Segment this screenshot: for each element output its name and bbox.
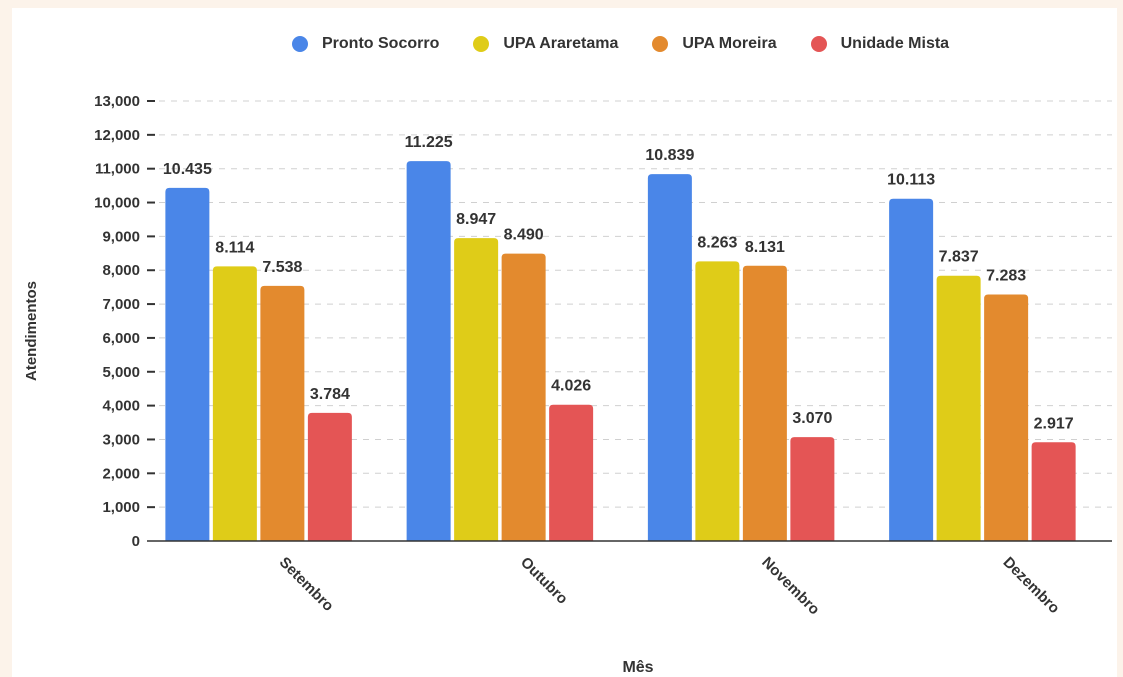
bar[interactable] — [742, 265, 787, 541]
data-label: 8.131 — [745, 239, 785, 256]
y-tick-label: 13,000 — [94, 93, 140, 110]
data-label: 3.070 — [792, 410, 832, 427]
legend-swatch-unidade-mista — [810, 36, 827, 52]
legend-swatch-pronto-socorro — [292, 36, 308, 52]
bar[interactable] — [549, 404, 594, 541]
bar[interactable] — [647, 174, 692, 541]
y-tick-label: 9,000 — [102, 228, 140, 245]
y-tick-label: 11,000 — [95, 161, 140, 178]
bar-chart: 0 1,000 2,000 3,000 4,000 5,000 6,000 7,000 8,00… — [23, 93, 1112, 676]
data-label: 4.026 — [551, 378, 591, 395]
x-axis-ticks: Setembro Outubro Novembro Dezembro — [276, 554, 1063, 618]
bar[interactable] — [1031, 442, 1076, 541]
data-label: 8.263 — [697, 234, 737, 251]
bar[interactable] — [454, 238, 499, 541]
data-label: 7.538 — [262, 259, 302, 276]
bar[interactable] — [695, 261, 740, 541]
data-label: 8.947 — [456, 211, 496, 228]
y-tick-label: 1,000 — [102, 499, 140, 516]
y-axis-title: Atendimentos — [23, 281, 40, 381]
y-tick-label: 7,000 — [102, 296, 140, 313]
legend-item-upa-moreira[interactable]: UPA Moreira — [652, 35, 777, 53]
x-axis-title: Mês — [622, 659, 653, 676]
bar[interactable] — [936, 275, 981, 541]
data-label: 10.435 — [163, 161, 212, 178]
x-tick-label: Outubro — [517, 554, 571, 608]
legend-swatch-upa-moreira — [652, 36, 669, 52]
bar[interactable] — [984, 294, 1029, 541]
legend-label: Pronto Socorro — [322, 35, 440, 52]
legend-label: UPA Araretama — [503, 35, 619, 52]
y-tick-label: 6,000 — [102, 330, 140, 347]
data-label: 7.283 — [986, 267, 1026, 284]
x-tick-label: Novembro — [758, 554, 822, 618]
bar[interactable] — [165, 187, 210, 542]
data-label: 11.225 — [405, 134, 453, 151]
chart-legend: Pronto Socorro UPA Araretama UPA Moreira… — [292, 32, 949, 56]
y-tick-label: 5,000 — [102, 364, 140, 381]
y-tick-label: 0 — [132, 533, 140, 550]
y-tick-label: 10,000 — [94, 195, 140, 212]
y-tick-label: 4,000 — [102, 398, 140, 415]
bar[interactable] — [260, 285, 305, 541]
bar[interactable] — [889, 198, 934, 541]
data-labels: 10.435 8.114 7.538 3.784 11.225 8.947 8.490 4.0… — [163, 134, 1074, 432]
data-label: 10.839 — [645, 147, 694, 164]
legend-swatch-upa-araretama — [473, 36, 490, 52]
data-label: 7.837 — [939, 249, 979, 266]
x-tick-label: Dezembro — [1000, 554, 1063, 617]
y-tick-label: 12,000 — [94, 127, 140, 144]
x-tick-label: Setembro — [276, 554, 337, 615]
bar[interactable] — [406, 161, 451, 542]
y-axis-ticks: 0 1,000 2,000 3,000 4,000 5,000 6,000 7,000 8,00… — [94, 93, 155, 550]
y-tick-label: 3,000 — [102, 431, 140, 448]
data-label: 8.114 — [215, 239, 254, 256]
bar[interactable] — [790, 437, 835, 541]
legend-label: UPA Moreira — [682, 35, 777, 52]
bar[interactable] — [307, 412, 352, 541]
legend-item-upa-araretama[interactable]: UPA Araretama — [473, 35, 618, 53]
legend-item-pronto-socorro[interactable]: Pronto Socorro — [292, 35, 439, 53]
y-tick-label: 8,000 — [102, 262, 140, 279]
data-label: 8.490 — [504, 227, 544, 244]
data-label: 2.917 — [1034, 415, 1074, 432]
bar[interactable] — [501, 253, 546, 541]
chart-card: Pronto Socorro UPA Araretama UPA Moreira… — [12, 8, 1117, 677]
legend-item-unidade-mista[interactable]: Unidade Mista — [810, 35, 950, 53]
bar[interactable] — [212, 266, 257, 541]
bars — [165, 161, 1076, 542]
legend-label: Unidade Mista — [840, 35, 950, 52]
data-label: 3.784 — [310, 386, 350, 403]
y-tick-label: 2,000 — [102, 465, 140, 482]
data-label: 10.113 — [887, 172, 935, 189]
